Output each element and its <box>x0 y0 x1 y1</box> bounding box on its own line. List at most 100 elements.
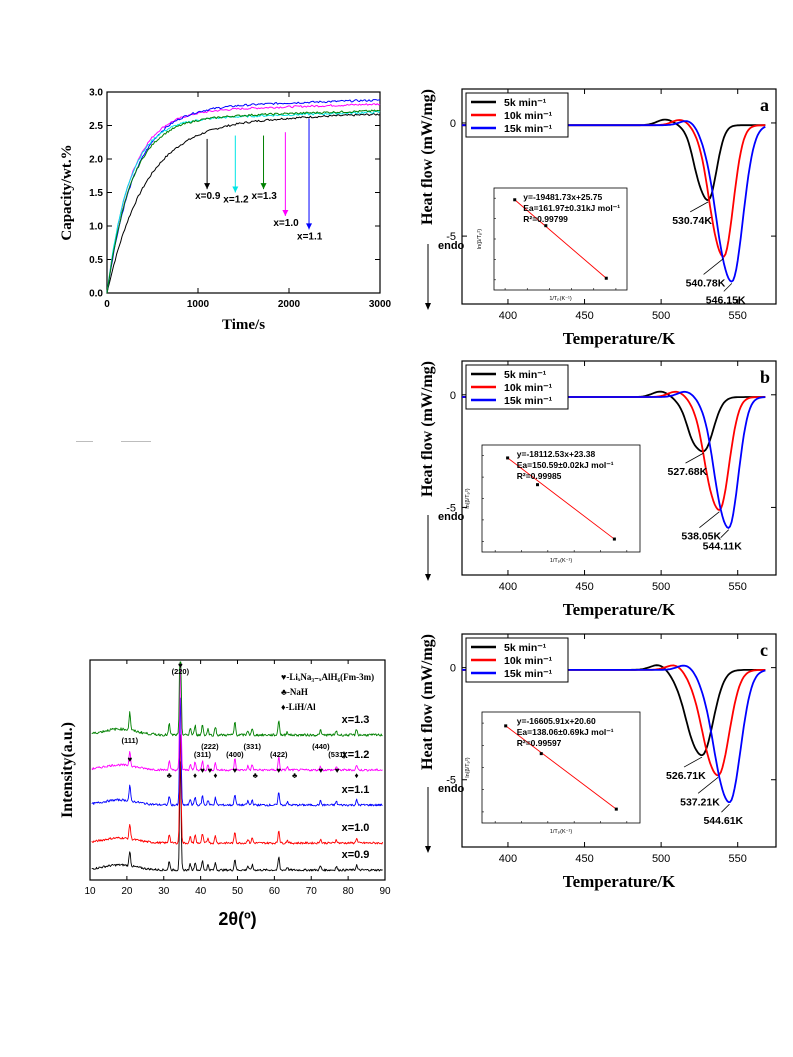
y-tick-label: 1.0 <box>89 222 103 233</box>
xrd-chart: 10 20 30 40 50 60 70 80 90 2θ(º) Intensity(a.u.) x=… <box>59 659 391 929</box>
legend-label: 5k min⁻¹ <box>504 97 547 109</box>
x-tick-label: 90 <box>379 886 391 897</box>
arrow-head <box>306 223 313 230</box>
arrow-head <box>260 183 267 190</box>
diamond-marker: ♦ <box>213 771 217 780</box>
inset-equation: y=-16605.91x+20.60 <box>517 716 596 726</box>
y-tick-label: -5 <box>446 231 456 243</box>
inset-y-label: ln(β/Tₚ²) <box>465 757 471 777</box>
data-point <box>614 807 618 811</box>
hkl-label: (222) <box>201 742 219 751</box>
y-tick-label: -5 <box>446 502 456 514</box>
y-axis-label: Capacity/wt.% <box>59 144 75 240</box>
x-tick-label: 400 <box>499 581 517 593</box>
inset-equation: y=-18112.53x+23.38 <box>517 449 596 459</box>
series-line <box>106 99 381 293</box>
x-tick-label: 500 <box>652 853 670 865</box>
endo-label: endo <box>438 240 465 252</box>
inset-r2: R²=0.99799 <box>523 214 568 224</box>
x-tick-label: 450 <box>575 581 593 593</box>
data-point <box>612 537 616 541</box>
hkl-label: (531) <box>328 750 346 759</box>
plot-frame <box>461 633 777 848</box>
arrow-head <box>425 846 431 853</box>
plot-frame <box>461 360 777 576</box>
peak-label: 538.05K <box>681 531 721 543</box>
x-tick-label: 550 <box>729 310 747 322</box>
xrd-pattern <box>91 761 383 872</box>
panel-label: c <box>760 640 768 660</box>
annotation-label: x=0.9 <box>195 191 221 202</box>
x-tick-label: 80 <box>343 886 355 897</box>
y-axis-label: Heat flow (mW/mg) <box>419 634 436 770</box>
peak-label: 537.21K <box>680 796 720 808</box>
pattern-label: x=1.1 <box>342 784 370 796</box>
legend-label: 15k min⁻¹ <box>504 395 553 407</box>
y-axis-label: Intensity(a.u.) <box>59 722 76 818</box>
dsc-chart-b: 400 450 500 550 -5 0 Temperature/K Heat flow (m… <box>419 360 777 619</box>
x-axis-label: Temperature/K <box>563 600 676 619</box>
x-axis-label: Time/s <box>222 317 265 333</box>
dash-mark <box>121 441 151 442</box>
x-tick-label: 500 <box>652 310 670 322</box>
xrd-pattern <box>91 697 383 807</box>
peak-leader <box>690 201 709 213</box>
legend-label: ♥-LiₓNa₃₋ₓAlH₆(Fm-3m) <box>281 672 374 682</box>
peak-leader <box>699 511 720 528</box>
x-tick-label: 400 <box>499 853 517 865</box>
x-tick-label: 550 <box>729 853 747 865</box>
legend-label: ♦-LiH/Al <box>281 702 316 712</box>
fit-line <box>514 199 607 279</box>
y-tick-label: 0.0 <box>89 289 103 300</box>
club-marker: ♣ <box>167 771 173 780</box>
y-tick-label: 0 <box>450 390 456 402</box>
heart-marker: ♥ <box>276 766 281 775</box>
arrow-head <box>282 209 289 216</box>
plot-frame <box>106 91 381 294</box>
x-tick-label: 450 <box>575 853 593 865</box>
x-tick-label: 0 <box>104 299 110 310</box>
peak-leader <box>685 452 704 464</box>
y-tick-label: 2.5 <box>89 121 103 132</box>
legend-label: 10k min⁻¹ <box>504 655 553 667</box>
peak-label: 530.74K <box>672 215 712 227</box>
peak-label: 546.15K <box>706 294 746 306</box>
hkl-label: (111) <box>121 736 138 745</box>
inset-y-label: ln(β/Tₚ²) <box>477 229 483 249</box>
hkl-label: (331) <box>243 742 261 751</box>
data-point <box>506 456 510 460</box>
legend-label: 10k min⁻¹ <box>504 110 553 122</box>
x-axis-label: 2θ(º) <box>218 909 256 929</box>
legend-label: 15k min⁻¹ <box>504 123 553 135</box>
pattern-label: x=1.0 <box>342 822 370 834</box>
y-tick-label: -5 <box>446 775 456 787</box>
dsc-chart-a: 400 450 500 550 -5 0 Temperature/K Heat flow (m… <box>419 88 777 348</box>
endo-label: endo <box>438 511 465 523</box>
peak-leader <box>720 529 729 538</box>
panel-label: a <box>760 95 769 115</box>
club-marker: ♣ <box>292 771 298 780</box>
x-tick-label: 70 <box>306 886 318 897</box>
arrow-head <box>425 574 431 581</box>
y-tick-label: 1.5 <box>89 188 103 199</box>
y-axis-label: Heat flow (mW/mg) <box>419 89 436 225</box>
x-tick-label: 1000 <box>187 299 210 310</box>
peak-leader <box>721 803 730 813</box>
annotation-label: x=1.3 <box>252 191 278 202</box>
y-tick-label: 3.0 <box>89 88 103 99</box>
heart-marker: ♥ <box>178 661 183 670</box>
peak-label: 540.78K <box>686 277 726 289</box>
arrow-head <box>204 183 211 190</box>
diamond-marker: ♦ <box>355 771 359 780</box>
y-tick-label: 0.5 <box>89 255 103 266</box>
diamond-marker: ♦ <box>193 771 197 780</box>
hkl-label: (422) <box>270 750 288 759</box>
heart-marker: ♥ <box>233 766 238 775</box>
inset-ea: Ea=150.59±0.02kJ mol⁻¹ <box>517 460 614 470</box>
x-tick-label: 450 <box>575 310 593 322</box>
xrd-pattern <box>91 734 384 845</box>
inset-r2: R²=0.99597 <box>517 738 562 748</box>
